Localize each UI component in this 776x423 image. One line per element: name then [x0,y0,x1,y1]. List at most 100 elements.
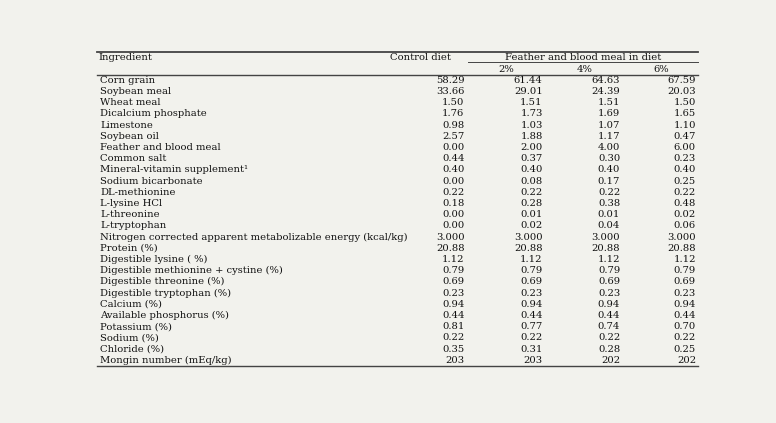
Text: Control diet: Control diet [390,53,452,63]
Text: 1.88: 1.88 [520,132,542,141]
Text: 64.63: 64.63 [592,76,620,85]
Text: 1.12: 1.12 [520,255,542,264]
Text: 0.38: 0.38 [598,199,620,208]
Text: 3.000: 3.000 [436,233,465,242]
Text: 6%: 6% [653,65,669,74]
Text: 20.88: 20.88 [514,244,542,253]
Text: 0.40: 0.40 [442,165,465,174]
Text: 203: 203 [524,356,542,365]
Text: 0.69: 0.69 [674,277,696,286]
Text: 1.07: 1.07 [598,121,620,130]
Text: 58.29: 58.29 [436,76,465,85]
Text: 0.79: 0.79 [674,266,696,275]
Text: Feather and blood meal in diet: Feather and blood meal in diet [505,53,661,63]
Text: 0.22: 0.22 [442,333,465,342]
Text: 0.00: 0.00 [442,143,465,152]
Text: 0.23: 0.23 [521,288,542,298]
Text: 1.51: 1.51 [598,98,620,107]
Text: 0.22: 0.22 [674,333,696,342]
Text: Soybean meal: Soybean meal [100,87,171,96]
Text: 1.65: 1.65 [674,110,696,118]
Text: 0.25: 0.25 [674,177,696,186]
Text: 0.77: 0.77 [521,322,542,331]
Text: L-tryptophan: L-tryptophan [100,221,166,231]
Text: Mineral-vitamin supplement¹: Mineral-vitamin supplement¹ [100,165,248,174]
Text: 0.22: 0.22 [598,188,620,197]
Text: Chloride (%): Chloride (%) [100,345,165,354]
Text: Calcium (%): Calcium (%) [100,300,162,309]
Text: 203: 203 [445,356,465,365]
Text: 0.44: 0.44 [442,154,465,163]
Text: 0.22: 0.22 [598,333,620,342]
Text: 2.57: 2.57 [442,132,465,141]
Text: Digestible threonine (%): Digestible threonine (%) [100,277,224,286]
Text: 0.79: 0.79 [442,266,465,275]
Text: Dicalcium phosphate: Dicalcium phosphate [100,110,206,118]
Text: 20.88: 20.88 [667,244,696,253]
Text: 1.51: 1.51 [520,98,542,107]
Text: 1.50: 1.50 [442,98,465,107]
Text: 0.28: 0.28 [598,345,620,354]
Text: 3.000: 3.000 [591,233,620,242]
Text: 6.00: 6.00 [674,143,696,152]
Text: Potassium (%): Potassium (%) [100,322,172,331]
Text: 0.22: 0.22 [442,188,465,197]
Text: 0.31: 0.31 [520,345,542,354]
Text: 0.48: 0.48 [674,199,696,208]
Text: 0.40: 0.40 [520,165,542,174]
Text: 61.44: 61.44 [514,76,542,85]
Text: 0.79: 0.79 [598,266,620,275]
Text: 0.00: 0.00 [442,221,465,231]
Text: Wheat meal: Wheat meal [100,98,161,107]
Text: 202: 202 [677,356,696,365]
Text: 4%: 4% [577,65,593,74]
Text: 0.94: 0.94 [674,300,696,309]
Text: 0.94: 0.94 [520,300,542,309]
Text: 33.66: 33.66 [436,87,465,96]
Text: 0.44: 0.44 [598,311,620,320]
Text: 0.70: 0.70 [674,322,696,331]
Text: 1.76: 1.76 [442,110,465,118]
Text: 20.03: 20.03 [667,87,696,96]
Text: 0.44: 0.44 [520,311,542,320]
Text: 0.22: 0.22 [521,333,542,342]
Text: 1.73: 1.73 [520,110,542,118]
Text: 0.04: 0.04 [598,221,620,231]
Text: 1.12: 1.12 [442,255,465,264]
Text: 0.06: 0.06 [674,221,696,231]
Text: 24.39: 24.39 [591,87,620,96]
Text: 0.94: 0.94 [598,300,620,309]
Text: Protein (%): Protein (%) [100,244,158,253]
Text: 202: 202 [601,356,620,365]
Text: 0.00: 0.00 [442,177,465,186]
Text: 0.44: 0.44 [442,311,465,320]
Text: 20.88: 20.88 [436,244,465,253]
Text: 0.28: 0.28 [521,199,542,208]
Text: 3.000: 3.000 [667,233,696,242]
Text: 0.79: 0.79 [521,266,542,275]
Text: DL-methionine: DL-methionine [100,188,175,197]
Text: Digestible lysine ( %): Digestible lysine ( %) [100,255,207,264]
Text: 2%: 2% [499,65,514,74]
Text: 0.94: 0.94 [442,300,465,309]
Text: 0.23: 0.23 [442,288,465,298]
Text: 0.40: 0.40 [598,165,620,174]
Text: 0.47: 0.47 [674,132,696,141]
Text: 4.00: 4.00 [598,143,620,152]
Text: 0.23: 0.23 [674,154,696,163]
Text: 1.10: 1.10 [674,121,696,130]
Text: 0.69: 0.69 [442,277,465,286]
Text: Digestible tryptophan (%): Digestible tryptophan (%) [100,288,231,298]
Text: 2.00: 2.00 [521,143,542,152]
Text: Soybean oil: Soybean oil [100,132,159,141]
Text: 0.98: 0.98 [442,121,465,130]
Text: 0.01: 0.01 [520,210,542,219]
Text: 1.12: 1.12 [598,255,620,264]
Text: 0.00: 0.00 [442,210,465,219]
Text: 0.30: 0.30 [598,154,620,163]
Text: Feather and blood meal: Feather and blood meal [100,143,220,152]
Text: 29.01: 29.01 [514,87,542,96]
Text: 0.18: 0.18 [442,199,465,208]
Text: Sodium (%): Sodium (%) [100,333,159,342]
Text: 0.40: 0.40 [674,165,696,174]
